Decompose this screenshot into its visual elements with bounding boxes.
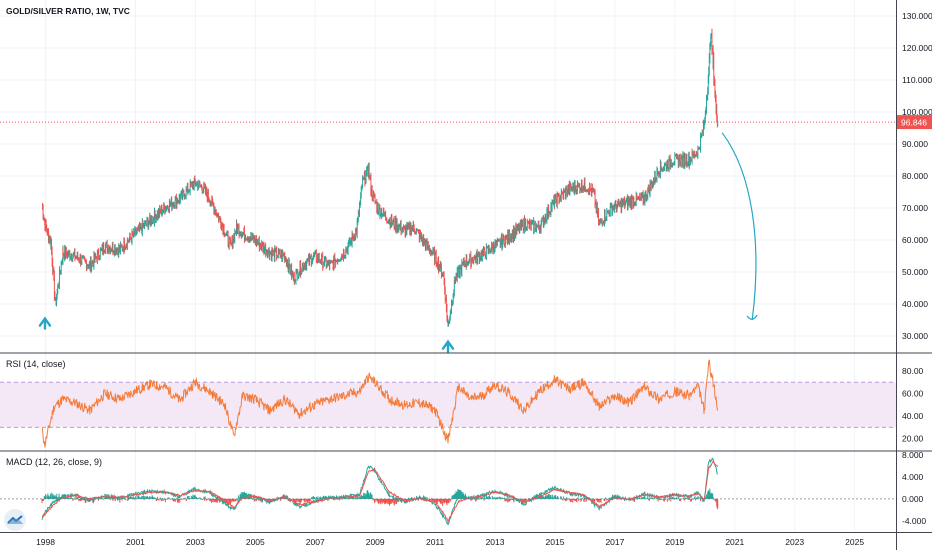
- rsi-tick-label: 20.00: [902, 434, 924, 444]
- up-arrow-icon: [441, 339, 455, 353]
- price-tick-label: 40.000: [902, 299, 928, 309]
- projection-arrowhead-icon: [746, 314, 758, 320]
- grid-lines: [0, 0, 896, 532]
- rsi-pane-title: RSI (14, close): [6, 359, 66, 369]
- rsi-tick-label: 60.00: [902, 389, 924, 399]
- macd-tick-label: 4.000: [902, 472, 924, 482]
- price-tick-label: 60.000: [902, 235, 928, 245]
- time-tick-label: 2005: [246, 537, 265, 547]
- time-tick-label: 2015: [546, 537, 565, 547]
- price-tick-label: 110.000: [902, 75, 932, 85]
- price-tick-label: 120.000: [902, 43, 932, 53]
- price-tick-label: 100.000: [902, 107, 932, 117]
- macd-tick-label: -4.000: [902, 516, 926, 526]
- time-tick-label: 2011: [426, 537, 445, 547]
- time-tick-label: 2017: [605, 537, 624, 547]
- macd-tick-label: 0.000: [902, 494, 924, 504]
- rsi-band: [0, 381, 896, 428]
- tradingview-logo-icon[interactable]: [4, 509, 26, 531]
- time-tick-label: 2009: [366, 537, 385, 547]
- price-tick-label: 70.000: [902, 203, 928, 213]
- price-tick-label: 80.000: [902, 171, 928, 181]
- series-layer: 96.846: [0, 28, 932, 526]
- last-price-badge: [897, 115, 932, 130]
- rsi-line: [41, 359, 719, 448]
- macd-tick-label: 8.000: [902, 450, 924, 460]
- projection-curve: [721, 132, 757, 321]
- price-tick-label: 30.000: [902, 331, 928, 341]
- last-price-label: 96.846: [901, 118, 927, 128]
- price-tick-label: 50.000: [902, 267, 928, 277]
- time-tick-label: 2003: [186, 537, 205, 547]
- time-tick-label: 2021: [725, 537, 744, 547]
- rsi-tick-label: 40.00: [902, 411, 924, 421]
- price-tick-label: 90.000: [902, 139, 928, 149]
- time-tick-label: 2013: [486, 537, 505, 547]
- time-tick-label: 1998: [36, 537, 55, 547]
- rsi-band-fill: [0, 382, 896, 428]
- time-tick-label: 2007: [306, 537, 325, 547]
- time-tick-label: 2001: [126, 537, 145, 547]
- time-tick-label: 2019: [665, 537, 684, 547]
- annotations: [38, 132, 758, 353]
- macd-line: [41, 457, 718, 526]
- main-pane-title: GOLD/SILVER RATIO, 1W, TVC: [6, 6, 130, 16]
- signal-line: [42, 459, 719, 524]
- axis-labels: 1998 2001 2003 2005 2007 2009 2011 2013 2015 2017…: [36, 11, 932, 547]
- time-tick-label: 2025: [845, 537, 864, 547]
- time-tick-label: 2023: [785, 537, 804, 547]
- price-tick-label: 130.000: [902, 11, 932, 21]
- macd-pane-title: MACD (12, 26, close, 9): [6, 457, 103, 467]
- up-arrow-icon: [38, 316, 52, 330]
- rsi-tick-label: 80.00: [902, 366, 924, 376]
